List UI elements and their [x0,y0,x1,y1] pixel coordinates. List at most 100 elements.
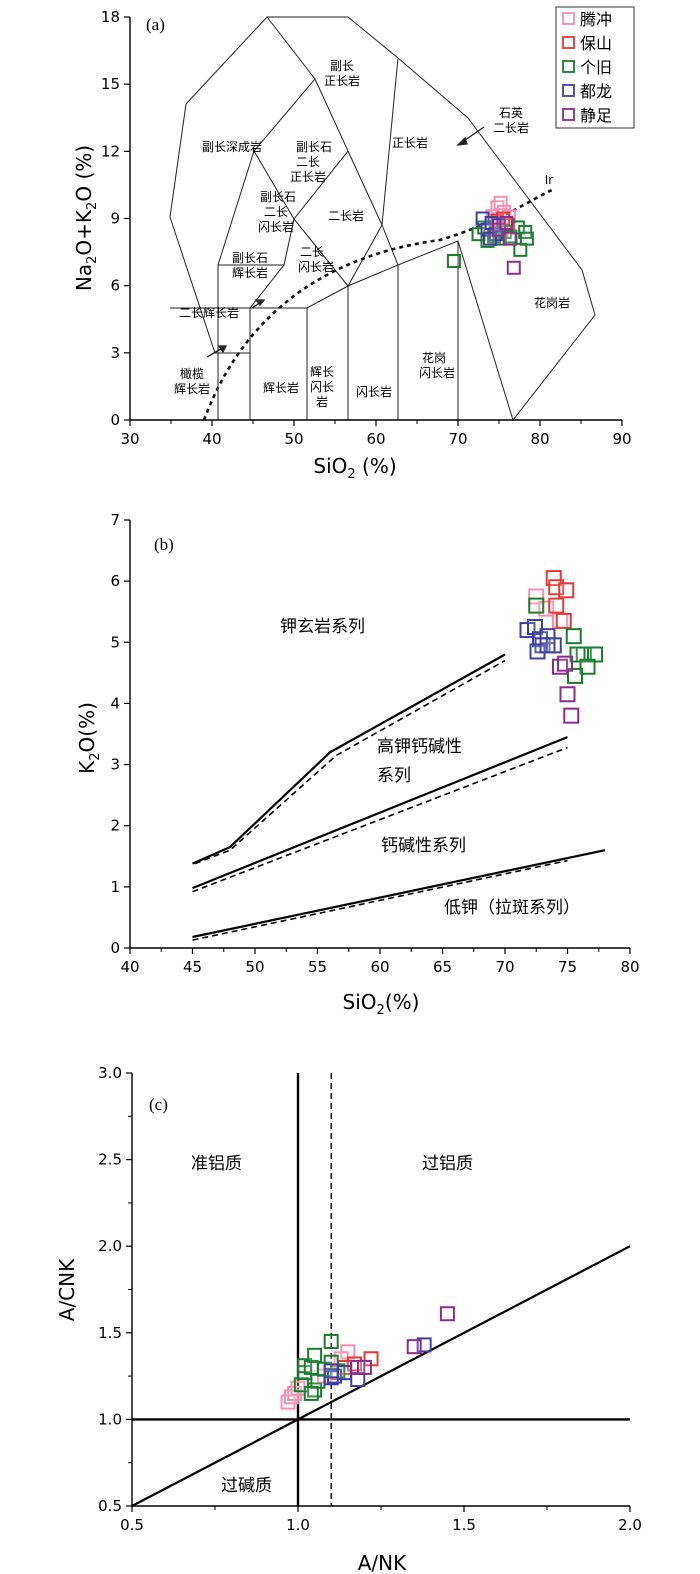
panel-b-point [569,646,586,663]
foid-plutonite-left-edge [169,103,250,354]
panel-a-y-tick-label: 15 [101,75,120,93]
panel-c-point [406,1339,422,1355]
panel-c-point [303,1385,319,1401]
panel-c-x-title: A/NK [358,1551,407,1574]
arrowhead-monzogabbro [254,299,266,307]
panel-b-point [559,686,576,703]
label-peraluminous: 过铝质 [422,1154,473,1174]
panel-c-x-tick-label: 1.5 [452,1516,476,1534]
panel-c-y-title: A/CNK [55,1258,79,1321]
foid-plutonite-outline [185,16,596,422]
boundary-ab-2 [347,57,399,287]
legend-label: 都龙 [580,82,612,101]
panel-b-point [557,655,573,672]
panel-b-y-title: K2O(%) [75,702,103,774]
panel-c-point [307,1347,323,1363]
boundary-ab-5 [253,150,295,220]
panel-b-dashed-boundary [192,859,568,941]
panel-c-point [336,1365,352,1381]
panel-b-series-boundaries [192,653,606,941]
panel-a-x-tick-label: 60 [366,430,385,448]
panel-b-y-tick-label: 7 [110,511,120,529]
panel-b-y-tick-label: 3 [110,756,120,774]
panel-a-x-tick-label: 40 [202,430,221,448]
legend-label: 静足 [580,106,612,125]
panel-a-point [446,254,461,269]
panel-c-reference-lines [131,1073,631,1507]
panel-a-point [506,260,521,275]
panel-b-x-tick-label: 40 [120,958,139,976]
panel-c-y-tick-label: 0.5 [98,1497,122,1515]
legend-label: 腾冲 [580,10,612,29]
panel-b-solid-boundary [192,736,568,890]
panel-b-x-tick-label: 50 [245,958,264,976]
panel-a-y-title: Na2O+K2O (%) [72,145,100,291]
panel-a-x-tick-label: 90 [612,430,631,448]
panel-b-x-tick-label: 70 [495,958,514,976]
label-granite: 花岗岩 [534,295,570,310]
panel-c-point [303,1359,319,1375]
panel-a-point [519,231,534,246]
panel-c-diagonal-line [131,1245,631,1507]
panel-a-y-tick-label: 12 [101,142,120,160]
panel-b-y-tick-label: 4 [110,694,120,712]
panel-a-tas-diagram: 30 40 50 60 70 80 90 0 3 6 9 12 15 18 [72,6,635,482]
label-quartz-monzonite: 石英二长岩 [493,106,529,135]
panel-c-point [356,1359,372,1375]
panel-b-dashed-boundary [192,746,568,893]
panel-b-x-tick-label: 55 [308,958,327,976]
panel-b-y-tick-label: 0 [110,939,120,957]
panel-b-dashed-boundary [194,659,506,865]
panel-b-y-tick-label: 1 [110,878,120,896]
label-calc-alkaline: 钙碱性系列 [381,836,466,856]
label-irvine: Ir [545,173,554,187]
tas-field-boundaries [169,16,596,422]
panel-c-point [323,1333,339,1349]
panel-c-point [323,1363,339,1379]
panel-b-point [579,658,596,675]
panel-b-x-tick-label: 80 [620,958,639,976]
label-monzogabbro: 二长辉长岩 [179,305,239,320]
boundary-ab-8 [250,264,399,309]
legend-label: 个旧 [580,58,612,77]
label-peralkaline: 过碱质 [221,1476,272,1496]
panel-a-y-tick-label: 0 [110,411,120,429]
panel-c-x-tick-label: 0.5 [120,1516,144,1534]
legend-label: 保山 [580,34,612,53]
panel-a-x-tick-label: 30 [120,430,139,448]
panel-b-point [565,628,582,645]
panel-b-x-tick-label: 45 [183,958,202,976]
panel-b-point [548,597,565,614]
boundary-ab-7 [293,218,349,287]
arrowhead-peridotgabbro [217,345,228,354]
panel-a-x-title: SiO2 (%) [313,454,396,482]
panel-c-y-tick-label: 1.5 [98,1324,122,1342]
panel-c-y-tick-label: 3.0 [98,1064,122,1082]
panel-c-x-tick-label: 1.0 [286,1516,310,1534]
panel-c-letter: (c) [149,1095,168,1114]
panel-c-shand-diagram: 0.5 1.0 1.5 2.0 0.5 1.0 1.5 2.0 2.5 3.0 准铝质 过铝质 过… [55,1064,642,1574]
panel-a-x-tick-label: 80 [530,430,549,448]
panel-b-region-labels: 钾玄岩系列 高钾钙碱性系列 钙碱性系列 低钾（拉斑系列） [280,617,580,918]
panel-b-y-tick-label: 2 [110,817,120,835]
panel-b-point [558,582,575,599]
legend-swatch [562,36,575,49]
label-peridotgabbro: 橄榄辉长岩 [174,366,210,396]
label-granodiorite: 花岗闪长岩 [419,350,455,380]
panel-b-point [555,612,572,629]
panel-b-point [528,588,545,605]
arrowhead-quartz-monzonite [456,136,468,146]
panel-c-region-labels: 准铝质 过铝质 过碱质 [191,1154,473,1496]
legend-swatch [562,84,575,97]
panel-a-y-tick-label: 18 [101,8,120,26]
irvine-curve [202,188,553,421]
label-gabbroic-diorite: 辉长闪长岩 [310,365,334,409]
panel-b-letter: (b) [154,535,174,554]
panel-a-y-tick-label: 3 [110,344,120,362]
label-monzonite: 二长岩 [328,208,364,223]
panel-b-solid-boundary [192,849,606,939]
panel-b-y-tick-label: 6 [110,572,120,590]
label-diorite: 闪长岩 [356,384,392,399]
